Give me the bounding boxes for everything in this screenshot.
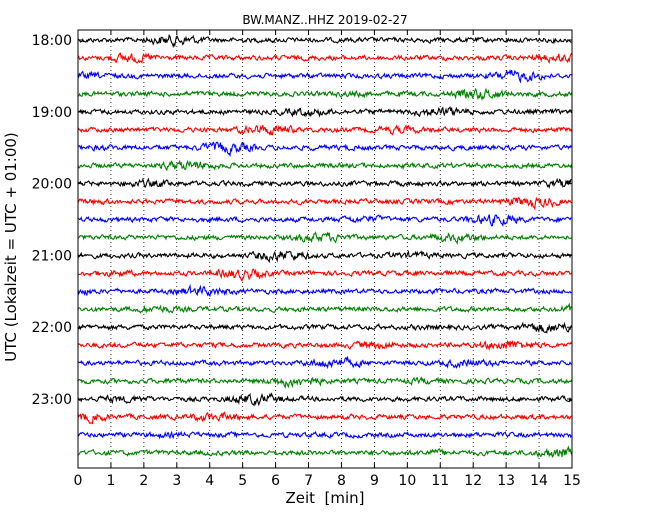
trace-line [77, 52, 573, 65]
x-tick-label: 12 [464, 473, 482, 489]
trace-line [77, 430, 573, 440]
trace-line [77, 159, 573, 172]
trace-line [77, 213, 572, 227]
trace-line [77, 283, 572, 297]
trace-line [77, 177, 572, 190]
x-tick-label: 3 [172, 473, 181, 489]
x-tick-label: 4 [205, 473, 214, 489]
x-tick-label: 9 [370, 473, 379, 489]
x-tick-label: 10 [398, 473, 416, 489]
trace-line [77, 445, 573, 459]
plot-frame [77, 29, 573, 469]
y-tick-label: 20:00 [32, 177, 72, 193]
seismogram-traces [77, 33, 573, 459]
trace-line [77, 321, 573, 334]
y-tick-label: 19:00 [32, 105, 72, 121]
x-tick-label: 13 [497, 473, 515, 489]
x-tick-label: 14 [530, 473, 548, 489]
trace-line [77, 68, 572, 84]
axis-ticks [77, 30, 573, 468]
y-tick-label: 18:00 [32, 33, 72, 49]
trace-line [77, 231, 572, 246]
trace-line [77, 33, 572, 49]
trace-line [77, 124, 573, 136]
chart-title: BW.MANZ..HHZ 2019-02-27 [242, 13, 407, 27]
trace-line [77, 392, 573, 407]
x-tick-label: 15 [563, 473, 581, 489]
x-tick-label: 11 [431, 473, 449, 489]
x-tick-label: 6 [271, 473, 280, 489]
x-grid [110, 30, 540, 468]
y-tick-label: 23:00 [32, 392, 72, 408]
trace-line [77, 250, 573, 264]
y-tick-labels: 18:00 19:00 20:00 21:00 22:00 23:00 [32, 33, 72, 408]
trace-line [77, 339, 573, 351]
trace-line [77, 196, 572, 211]
trace-line [77, 141, 573, 158]
x-tick-label: 0 [74, 473, 83, 489]
trace-line [77, 87, 573, 101]
y-axis-label: UTC (Lokalzeit = UTC + 01:00) [2, 132, 20, 362]
x-tick-label: 8 [337, 473, 346, 489]
trace-line [77, 106, 573, 118]
x-tick-label: 7 [304, 473, 313, 489]
trace-line [77, 355, 573, 370]
trace-line [77, 302, 572, 314]
x-tick-label: 1 [106, 473, 115, 489]
y-tick-label: 22:00 [32, 320, 72, 336]
y-tick-label: 21:00 [32, 248, 72, 264]
trace-line [77, 411, 572, 425]
trace-line [77, 268, 573, 282]
x-tick-label: 5 [238, 473, 247, 489]
x-tick-label: 2 [139, 473, 148, 489]
x-axis-label: Zeit [min] [285, 489, 364, 507]
x-tick-labels: 0 1 2 3 4 5 6 7 8 9 10 11 12 13 14 15 [74, 473, 581, 489]
trace-line [77, 376, 573, 389]
